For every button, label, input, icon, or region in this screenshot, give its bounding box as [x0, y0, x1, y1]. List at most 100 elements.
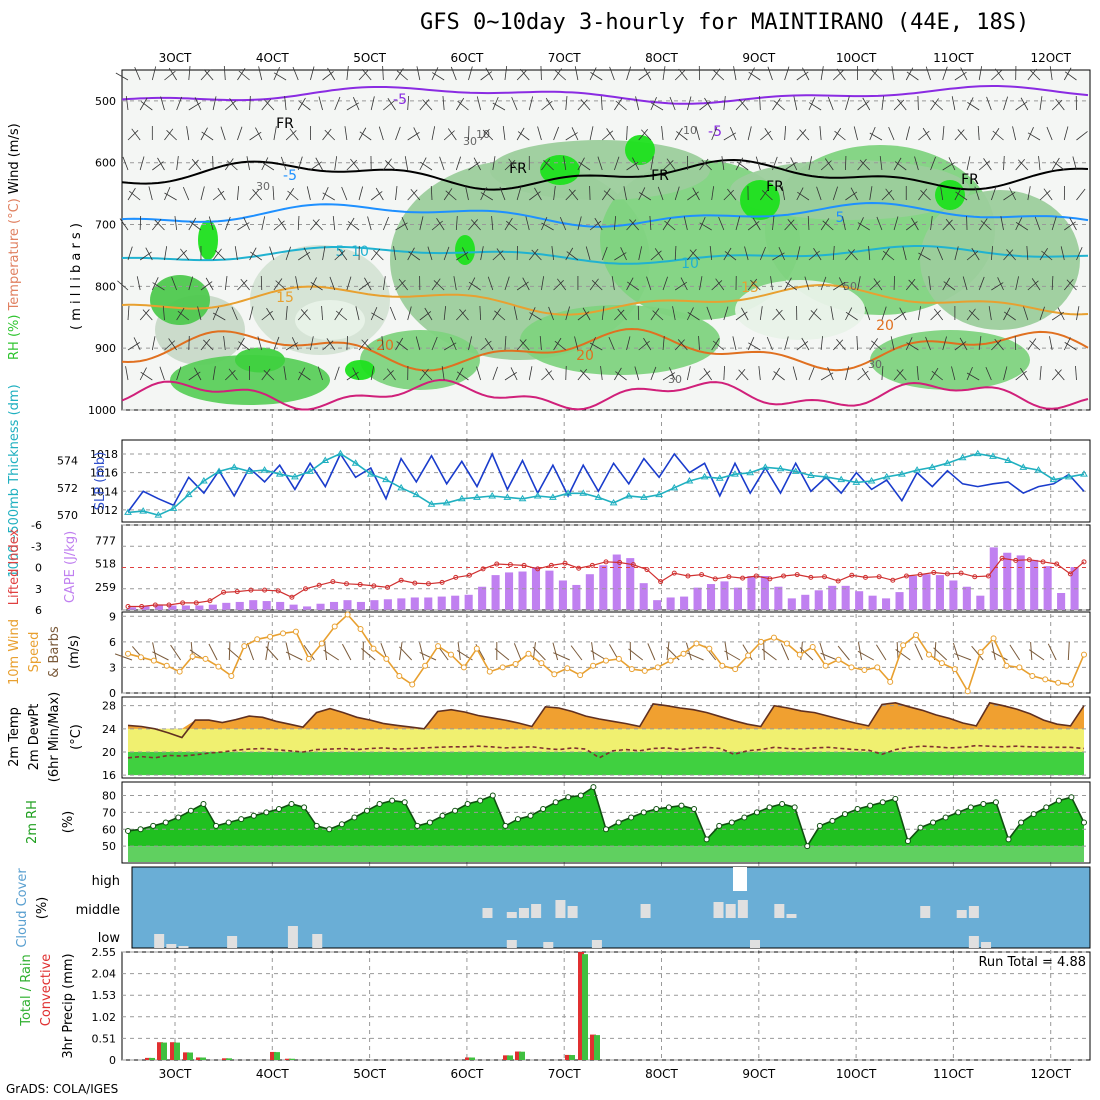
top-date-label: 4OCT [256, 51, 289, 65]
cape-bar [424, 597, 433, 610]
wind-barb [857, 158, 867, 171]
wind-barb [881, 96, 885, 111]
data-point [1034, 466, 1043, 473]
cape-bar [235, 601, 244, 610]
cape-bar [693, 587, 702, 610]
wind-barb [416, 66, 421, 81]
wind-barb [674, 245, 677, 261]
wind-barb [401, 217, 409, 231]
wind-barb [623, 186, 627, 201]
rh-shading [150, 135, 1080, 405]
wind-barb [127, 129, 139, 141]
wind-barb [516, 186, 522, 201]
wind-barb [615, 371, 627, 381]
data-point [867, 477, 876, 484]
wind-barb [419, 368, 429, 381]
wind-barb [266, 307, 275, 321]
wind-barb [966, 250, 979, 261]
wind-barb [1041, 250, 1053, 261]
wind-barb [114, 653, 133, 661]
wind-barb [614, 309, 625, 321]
wind-barb [125, 96, 129, 111]
li-tick-label: 3 [35, 583, 42, 596]
wind-barb [273, 278, 283, 291]
low-cloud-bar [227, 936, 238, 948]
wind-barb [893, 369, 904, 381]
data-point [822, 662, 829, 669]
wind-barb [1039, 306, 1045, 321]
wind-barb [292, 66, 299, 81]
wind-barb [627, 281, 639, 291]
data-point [1081, 819, 1087, 826]
wind-barb [419, 99, 430, 111]
wind-barb [396, 341, 408, 351]
wind-barb [1009, 644, 1021, 661]
temp-ylabel-a: 2m Temp [7, 707, 22, 767]
wind-barb [334, 250, 346, 261]
data-point [351, 814, 358, 821]
temp-panel-frame [121, 696, 1091, 779]
y-tick-label: 20 [102, 746, 116, 759]
wind-barb [668, 367, 676, 381]
contour-label: -5 [393, 92, 407, 108]
wind-barb [176, 96, 183, 111]
wind-barb [541, 100, 553, 111]
data-point [624, 492, 633, 499]
data-point [678, 802, 685, 809]
wind-barb [601, 188, 611, 201]
data-point [321, 456, 330, 463]
wind-barb [398, 278, 408, 291]
wind-barb [1027, 68, 1037, 81]
wind-barb [499, 186, 506, 201]
data-point [1030, 811, 1037, 818]
wind-barb [346, 159, 358, 171]
wind-barb [310, 219, 320, 231]
wind-barb [857, 650, 875, 661]
wind-barb [796, 341, 809, 351]
wind-barb [918, 252, 931, 261]
wind-barb [456, 371, 469, 381]
data-point [228, 672, 235, 679]
wind-barb [1057, 307, 1065, 321]
wind-barb [687, 249, 697, 261]
wind-barb [395, 337, 404, 351]
wind-barb [797, 191, 810, 201]
data-point [732, 666, 739, 673]
wind-barb [443, 130, 455, 141]
wind-barb [381, 336, 384, 351]
data-point [791, 467, 800, 474]
wind-barb [827, 96, 834, 111]
data-point [990, 635, 997, 642]
wind-barb [200, 281, 213, 291]
isotherm-15-line [121, 283, 1089, 316]
wind-barb [638, 340, 650, 351]
wind-barb [772, 252, 785, 261]
wind-barb [890, 336, 895, 351]
wind-barb [711, 68, 721, 81]
data-point [389, 797, 396, 804]
data-point [291, 472, 299, 480]
data-point [527, 812, 534, 819]
wind-barb [433, 280, 445, 291]
data-point [396, 672, 403, 679]
wind-barb [897, 98, 907, 111]
wind-barb [553, 279, 564, 291]
wind-barb [164, 192, 177, 201]
wind-barb [553, 186, 556, 201]
wind-barb [977, 126, 980, 141]
wind-barb [683, 216, 688, 231]
wind-barb [139, 309, 150, 321]
data-point [874, 664, 881, 671]
wind-barb [568, 188, 579, 201]
rh-blob [920, 190, 1080, 330]
data-point [848, 664, 855, 671]
wind-barb [881, 366, 884, 381]
cape-bar [976, 595, 985, 610]
data-point [603, 826, 609, 833]
wind-barb [408, 251, 421, 261]
wind-barb [869, 126, 876, 141]
wind-barb [772, 309, 783, 321]
wind-barb [410, 189, 421, 201]
data-point [628, 666, 635, 673]
wind-barb [882, 250, 895, 261]
